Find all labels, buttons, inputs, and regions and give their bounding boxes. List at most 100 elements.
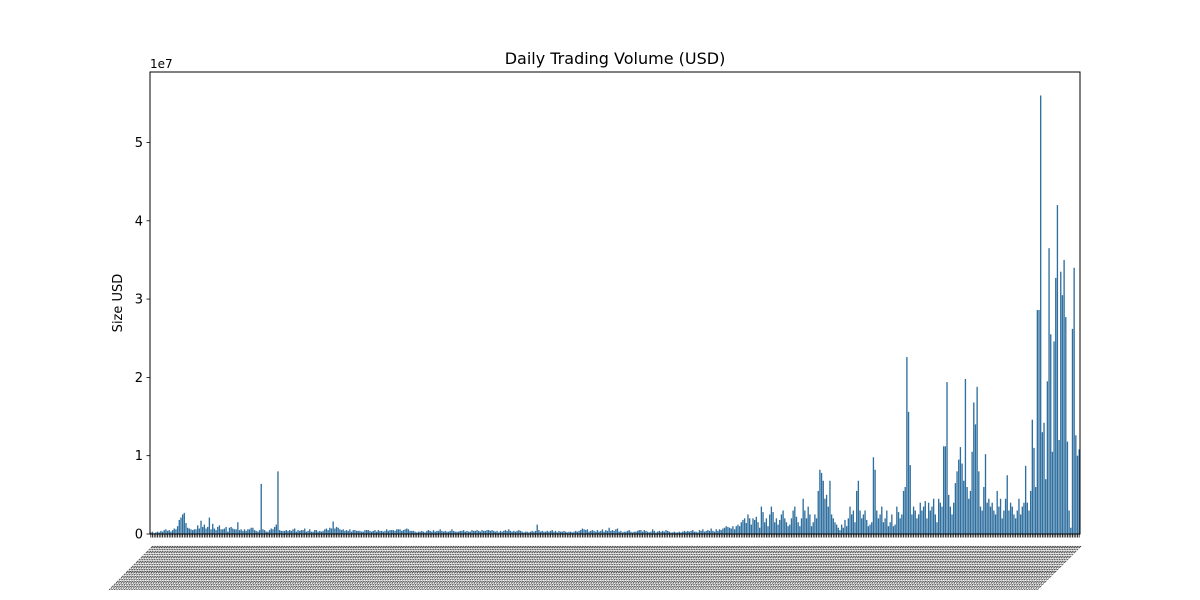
x-tick-label — [458, 545, 503, 591]
x-tick-label — [455, 545, 500, 591]
bar — [570, 531, 572, 534]
bar — [237, 522, 239, 534]
x-tick-label — [812, 545, 858, 591]
bar — [389, 530, 391, 534]
x-tick-label — [1023, 545, 1068, 591]
x-tick-label — [485, 545, 530, 591]
bar — [315, 530, 318, 534]
x-tick-label — [421, 545, 466, 591]
bar — [257, 531, 259, 534]
x-tick-label — [818, 545, 863, 591]
x-tick-label — [182, 545, 227, 591]
x-tick-label — [963, 545, 1008, 591]
x-tick-label — [592, 545, 637, 591]
x-tick-label — [277, 545, 322, 591]
bar — [185, 523, 187, 534]
bar — [337, 527, 339, 534]
x-tick-label — [816, 545, 861, 591]
x-tick-label — [468, 545, 513, 591]
x-tick-label — [127, 545, 172, 591]
bar — [750, 524, 752, 534]
x-tick-label — [889, 545, 935, 591]
x-tick-label — [547, 545, 592, 591]
x-tick-label — [369, 545, 414, 591]
bar — [824, 498, 826, 534]
bar — [839, 530, 841, 534]
x-tick-label — [751, 545, 796, 591]
bar — [180, 517, 182, 534]
bar — [1055, 277, 1057, 534]
x-tick-label — [394, 545, 440, 591]
x-tick-label — [148, 545, 194, 591]
bar — [757, 522, 759, 534]
x-tick-label — [883, 545, 928, 591]
bar — [322, 530, 324, 534]
bar — [1019, 514, 1022, 534]
x-tick-label — [110, 545, 155, 591]
x-tick-label — [904, 545, 950, 591]
bar — [825, 494, 828, 534]
bar — [693, 531, 696, 534]
bar — [998, 506, 1000, 534]
x-tick-label — [540, 545, 585, 591]
bar — [399, 529, 401, 534]
x-tick-label — [916, 545, 961, 591]
bar — [161, 531, 164, 534]
x-tick-label — [403, 545, 448, 591]
x-tick-label — [291, 545, 336, 591]
x-tick-label — [528, 545, 573, 591]
bar — [575, 530, 577, 534]
bar — [406, 528, 408, 534]
x-tick-label — [463, 545, 508, 591]
bar — [481, 530, 483, 534]
x-tick-label — [381, 545, 426, 591]
x-tick-label — [184, 545, 229, 591]
x-tick-label — [682, 545, 727, 591]
x-tick-label — [316, 545, 361, 591]
bar — [651, 529, 654, 534]
bar — [606, 530, 609, 534]
x-tick-label — [408, 545, 453, 591]
bar — [352, 530, 354, 534]
x-tick-label — [520, 545, 565, 591]
bar — [227, 531, 229, 534]
x-tick-label — [712, 545, 757, 591]
bar — [789, 524, 791, 534]
x-tick-label — [438, 545, 483, 591]
bar — [252, 527, 254, 534]
x-tick-label — [177, 545, 222, 591]
x-tick-label — [1033, 545, 1079, 591]
bar — [422, 531, 425, 534]
bar — [509, 530, 512, 534]
x-tick-label — [197, 545, 242, 591]
bar — [533, 531, 535, 534]
x-tick-label — [317, 545, 363, 591]
x-tick-label — [466, 545, 511, 591]
bar — [464, 531, 466, 534]
x-tick-label — [349, 545, 394, 591]
bar — [882, 522, 885, 534]
bar — [640, 530, 642, 534]
bar — [521, 531, 523, 534]
bar — [483, 530, 485, 534]
x-tick-label — [147, 545, 192, 591]
x-tick-label — [762, 545, 808, 591]
bar — [317, 531, 319, 534]
x-tick-label — [1018, 545, 1063, 591]
x-tick-label — [838, 545, 883, 591]
x-tick-label — [975, 545, 1020, 591]
x-tick-label — [294, 545, 339, 591]
bar — [937, 498, 940, 534]
x-tick-label — [411, 545, 456, 591]
bar — [625, 531, 627, 534]
bar — [782, 510, 784, 534]
bar — [421, 530, 423, 534]
x-tick-label — [523, 545, 568, 591]
bar — [864, 510, 866, 534]
bar — [471, 530, 473, 534]
bar — [197, 525, 199, 534]
x-tick-label — [113, 545, 159, 591]
x-tick-label — [498, 545, 543, 591]
x-tick-label — [500, 545, 545, 591]
bar — [667, 530, 669, 534]
